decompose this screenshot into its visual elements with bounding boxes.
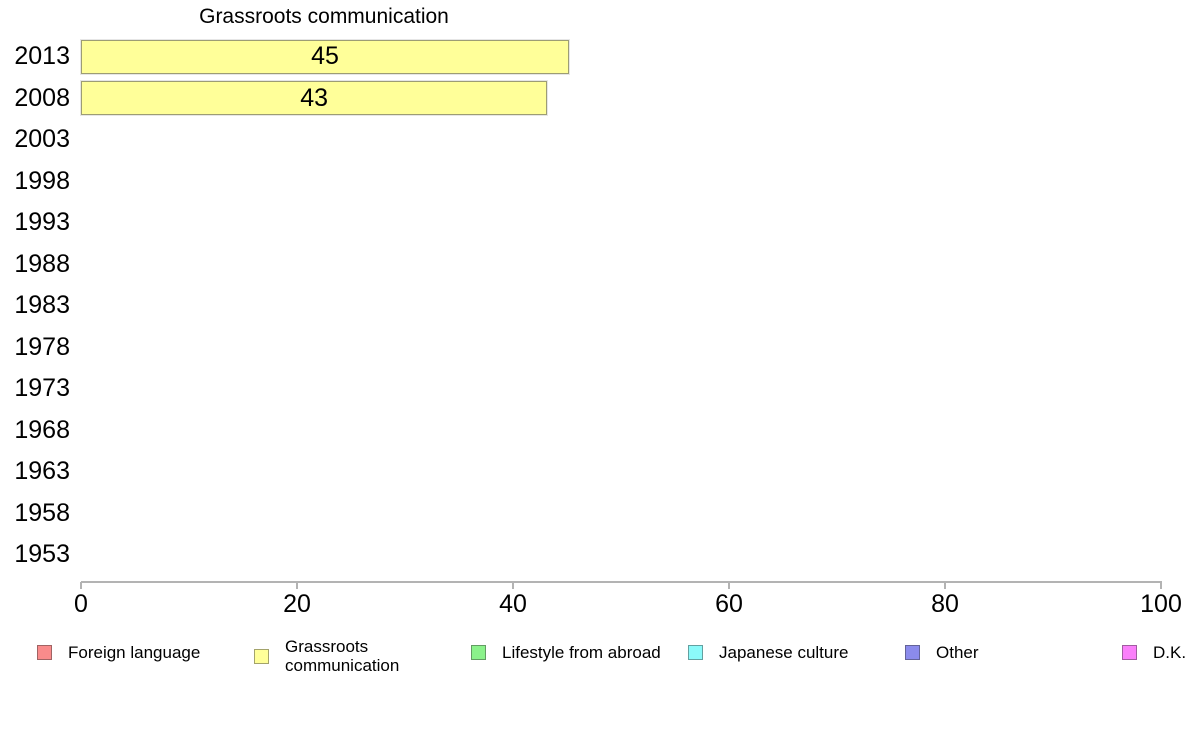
y-axis-label: 2008 [14,83,70,112]
bar-track: 43 [81,81,1161,116]
bar-track [81,123,1161,157]
legend-item: Japanese culture [688,637,848,667]
bar-track [81,164,1161,198]
legend-label: Japanese culture [719,642,849,662]
y-axis-label: 1988 [14,249,70,278]
x-axis-tick-label: 0 [74,590,88,618]
bar-value-label: 45 [311,42,339,71]
chart-row: 2003 [0,119,1188,161]
chart-row: 1993 [0,202,1188,244]
bar-track [81,496,1161,530]
legend: Foreign language Grassroots communication… [0,637,1188,677]
bar-track [81,289,1161,323]
y-axis-label: 2013 [14,42,70,71]
chart-title: Grassroots communication [199,5,449,28]
bar-value-label: 43 [300,83,329,112]
legend-item: Grassroots communication [254,637,465,675]
bar-track [81,538,1161,572]
legend-swatch-icon [905,644,920,660]
legend-label: Foreign language [68,642,201,662]
legend-swatch-icon [254,648,269,664]
x-axis-tick-label: 60 [715,590,743,618]
x-axis-tick [728,582,730,589]
chart-row: 2008 43 [0,78,1188,120]
legend-swatch-icon [688,644,703,660]
bar-track [81,206,1161,240]
x-axis-tick [512,582,514,589]
y-axis-label: 1998 [14,166,70,195]
x-axis-tick-label: 40 [499,590,527,618]
y-axis-label: 1953 [14,540,70,569]
bar-track [81,330,1161,364]
chart-row: 2013 45 [0,36,1188,78]
x-axis-tick [1160,582,1162,589]
legend-label: Other [936,642,979,662]
bar-track [81,247,1161,281]
chart-row: 1998 [0,161,1188,203]
y-axis-label: 1983 [14,291,70,320]
chart-row: 1973 [0,368,1188,410]
bar-track [81,455,1161,489]
plot-area: 2013 45 2008 43 2003 1998 1993 1988 1983 1978 1973… [0,36,1188,576]
chart-row: 1988 [0,244,1188,286]
chart-row: 1953 [0,534,1188,576]
x-axis-tick [80,582,82,589]
bar: 45 [81,39,569,74]
x-axis-line [81,581,1162,583]
y-axis-label: 2003 [14,125,70,154]
legend-item: Other [905,637,979,667]
bar-track [81,372,1161,406]
bar: 43 [81,81,548,116]
legend-item: Lifestyle from abroad [471,637,661,667]
y-axis-label: 1958 [14,498,70,527]
bar-track [81,413,1161,447]
y-axis-label: 1963 [14,457,70,486]
legend-item: D.K. [1122,637,1186,667]
x-axis-tick [944,582,946,589]
legend-label: Grassroots communication [285,637,400,675]
legend-label: D.K. [1153,642,1187,662]
chart-row: 1963 [0,451,1188,493]
legend-label: Lifestyle from abroad [502,642,661,662]
y-axis-label: 1968 [14,415,70,444]
y-axis-label: 1993 [14,208,70,237]
legend-item: Foreign language [37,637,200,667]
y-axis-label: 1978 [14,332,70,361]
legend-swatch-icon [1122,644,1137,660]
chart-row: 1978 [0,327,1188,369]
legend-swatch-icon [471,644,486,660]
chart-row: 1968 [0,410,1188,452]
chart-row: 1983 [0,285,1188,327]
y-axis-label: 1973 [14,374,70,403]
x-axis-tick-label: 20 [283,590,311,618]
x-axis-tick [296,582,298,589]
x-axis-tick-label: 80 [931,590,959,618]
legend-swatch-icon [37,644,52,660]
bar-track: 45 [81,39,1161,74]
x-axis-tick-label: 100 [1140,590,1182,618]
chart-row: 1958 [0,493,1188,535]
